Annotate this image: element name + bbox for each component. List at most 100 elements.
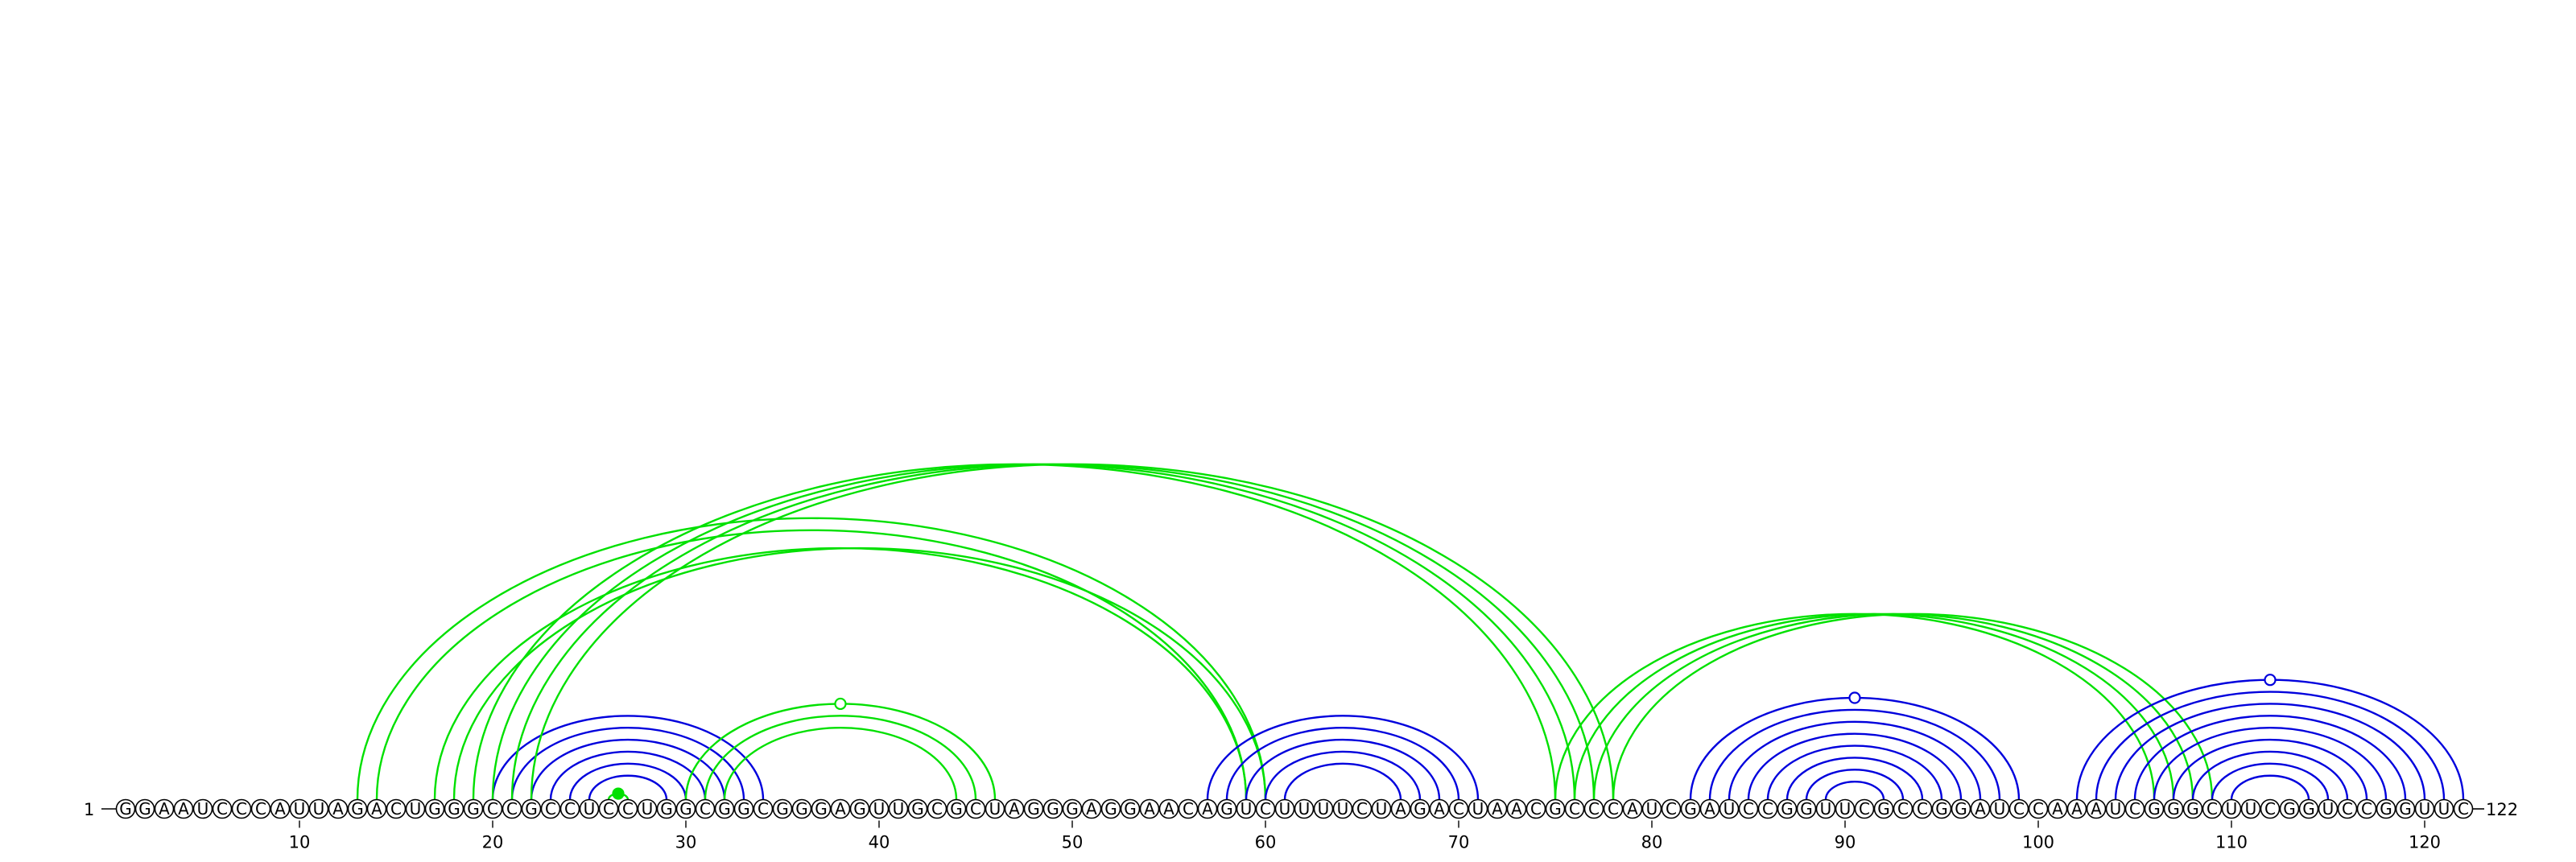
nucleotide-letter: C (1588, 799, 1600, 819)
base-pair-arc-blue (2153, 727, 2388, 800)
nucleotide-letter: U (1724, 799, 1736, 819)
base-pair-arc-blue (1805, 769, 1905, 800)
nucleotide-circle (289, 798, 310, 819)
base-pair-arc-green (704, 715, 977, 800)
nucleotide-letter: U (642, 799, 654, 819)
nucleotide-letter: U (873, 799, 886, 819)
nucleotide-letter: U (1994, 799, 2006, 819)
base-pair-arc-blue (1785, 757, 1924, 800)
base-pair-arc-green (491, 463, 1576, 800)
nucleotide-circle (1429, 798, 1450, 819)
nucleotide-letter: C (236, 799, 247, 819)
base-pair-arc-green (510, 463, 1596, 800)
nucleotide-circle (1448, 798, 1469, 819)
nucleotide-letter: C (2342, 799, 2353, 819)
nucleotide-letter: G (737, 799, 750, 819)
nucleotide-circle (1139, 798, 1160, 819)
nucleotide-circle (2376, 798, 2396, 819)
position-tick-label: 50 (1062, 833, 1084, 852)
nucleotide-letter: C (2033, 799, 2044, 819)
nucleotide-letter: U (1472, 799, 1484, 819)
nucleotide-letter: G (138, 799, 151, 819)
nucleotide-circle (656, 798, 677, 819)
base-pair-arc-blue (1245, 738, 1441, 800)
nucleotide-circle (1893, 798, 1913, 819)
nucleotide-circle (1352, 798, 1373, 819)
nucleotide-letter: U (2419, 799, 2431, 819)
base-pair-arc-green (1612, 612, 2214, 800)
nucleotide-letter: C (1530, 799, 1542, 819)
nucleotide-letter: C (758, 799, 769, 819)
open-position-marker (1848, 691, 1861, 704)
nucleotide-letter: C (255, 799, 266, 819)
end-position-label: 122 (2486, 800, 2518, 819)
position-tick-label: 110 (2215, 833, 2248, 852)
open-position-marker (2264, 674, 2277, 687)
nucleotide-circle (1197, 798, 1218, 819)
nucleotide-circle (1757, 798, 1778, 819)
nucleotide-circle (1622, 798, 1643, 819)
position-tick-label: 40 (869, 833, 890, 852)
nucleotide-circle (1081, 798, 1102, 819)
nucleotide-circle (617, 798, 638, 819)
nucleotide-letter: C (1859, 799, 1870, 819)
nucleotide-letter: U (197, 799, 209, 819)
nucleotide-circle (1661, 798, 1682, 819)
nucleotide-circle (927, 798, 947, 819)
nucleotide-circle (888, 798, 909, 819)
nucleotide-letter: G (1124, 799, 1137, 819)
nucleotide-letter: C (603, 799, 614, 819)
nucleotide-letter: U (2110, 799, 2122, 819)
base-pair-arc-blue (510, 727, 745, 800)
filled-position-marker (612, 787, 625, 800)
nucleotide-letter: G (2380, 799, 2392, 819)
nucleotide-circle (386, 798, 407, 819)
nucleotide-circle (1564, 798, 1585, 819)
position-tick-label: 30 (675, 833, 697, 852)
nucleotide-circle (482, 798, 503, 819)
nucleotide-circle (946, 798, 967, 819)
nucleotide-letter: C (622, 799, 634, 819)
nucleotide-letter: U (1646, 799, 1658, 819)
nucleotide-letter: U (1337, 799, 1349, 819)
nucleotide-letter: C (487, 799, 498, 819)
nucleotide-letter: A (1144, 799, 1155, 819)
base-pair-arc-blue (530, 738, 726, 800)
nucleotide-letter: G (1220, 799, 1233, 819)
ticks-layer: 10 20 30 40 50 60 70 80 90 100 110 120 (289, 820, 2441, 852)
backbone-layer: 1 122 (84, 800, 2518, 819)
nucleotide-letter: U (313, 799, 325, 819)
nucleotide-circle (753, 798, 774, 819)
base-pair-arc-blue (1225, 727, 1460, 800)
nucleotide-letter: G (448, 799, 460, 819)
position-tick-label: 70 (1448, 833, 1470, 852)
nucleotide-letter: A (2091, 799, 2102, 819)
base-pair-arc-blue (1283, 762, 1402, 800)
nucleotide-letter: A (1009, 799, 1020, 819)
nucleotide-letter: U (2226, 799, 2238, 819)
base-pair-arc-blue (2230, 774, 2310, 800)
nucleotide-circle (347, 798, 368, 819)
nucleotide-letter: A (835, 799, 846, 819)
nucleotide-letter: C (1260, 799, 1271, 819)
nucleotide-circle (2453, 798, 2474, 819)
position-tick-label: 100 (2022, 833, 2054, 852)
nucleotide-circle (2337, 798, 2358, 819)
nucleotide-circle (270, 798, 291, 819)
nucleotide-circle (1042, 798, 1063, 819)
base-pair-arc-green (723, 727, 958, 800)
nucleotide-circle (579, 798, 600, 819)
nucleotide-letter: C (2129, 799, 2140, 819)
position-tick-label: 90 (1835, 833, 1856, 852)
nucleotide-letter: G (776, 799, 789, 819)
nucleotide-circle (772, 798, 793, 819)
nucleotide-circle (2240, 798, 2261, 819)
nucleotide-circle (2298, 798, 2319, 819)
nucleotide-letter: U (2438, 799, 2450, 819)
nucleotide-letter: A (1511, 799, 1522, 819)
start-position-label: 1 (84, 800, 94, 819)
nucleotide-circle (308, 798, 329, 819)
nucleotide-letter: U (1820, 799, 1832, 819)
position-tick-label: 10 (289, 833, 311, 852)
